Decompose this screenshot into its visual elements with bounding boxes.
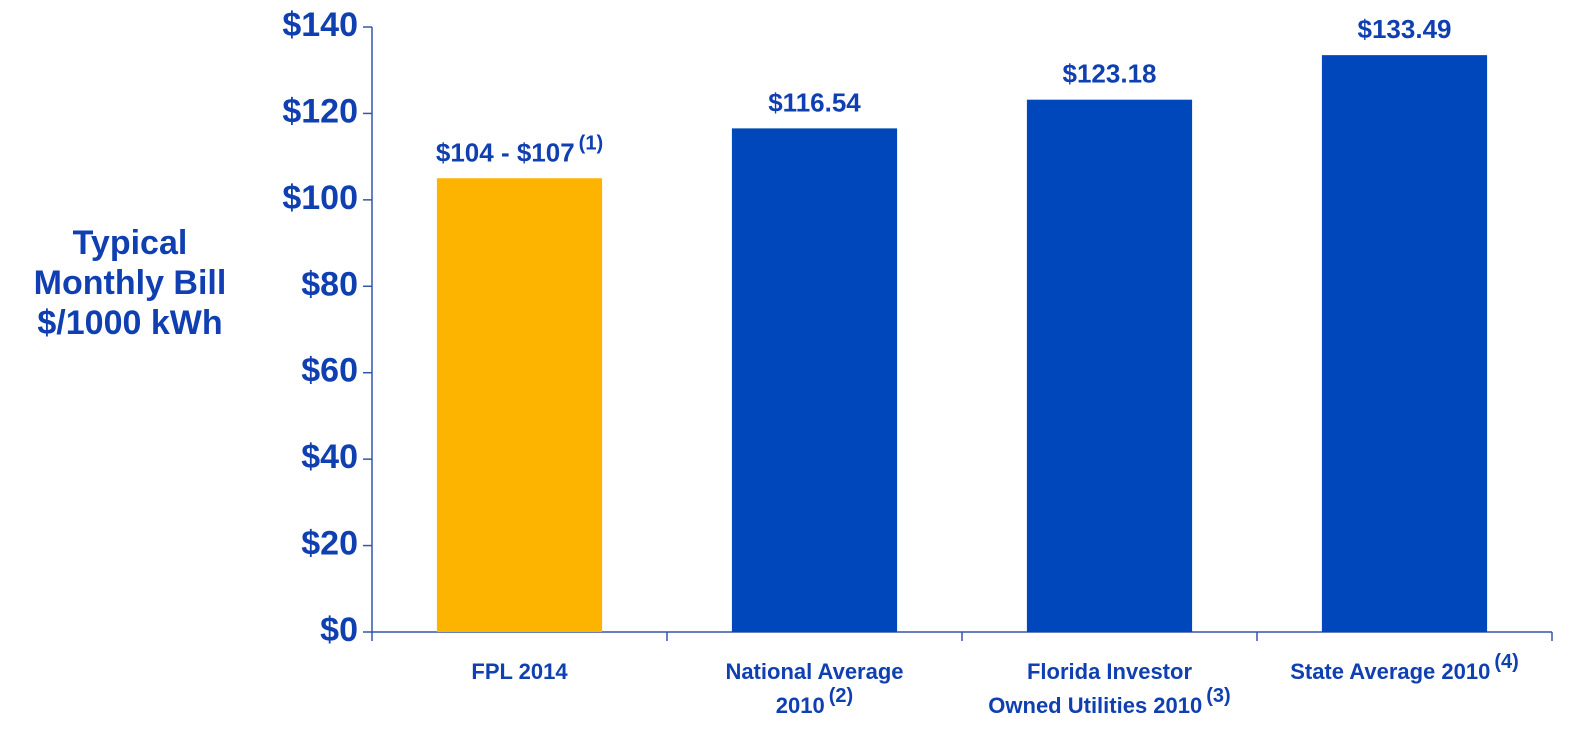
value-label-text: $116.54: [768, 87, 861, 117]
y-tick-label: $80: [301, 265, 358, 303]
x-tick-label: 2010 (2): [776, 685, 853, 718]
y-axis-label: $/1000 kWh: [37, 304, 222, 342]
value-label-text: $123.18: [1063, 59, 1157, 89]
x-tick-label-text: State Average 2010: [1290, 659, 1490, 684]
bar: [1321, 55, 1488, 632]
bar: [1026, 99, 1193, 633]
footnote-marker: (3): [1206, 685, 1230, 707]
x-tick-label-text: FPL 2014: [471, 659, 568, 684]
footnote-marker: (2): [829, 685, 853, 707]
value-label: $104 - $107 (1): [436, 133, 603, 168]
y-tick-label: $40: [301, 438, 358, 476]
value-label: $123.18: [1063, 59, 1157, 89]
value-label: $133.49: [1358, 14, 1452, 44]
x-tick-label: National Average: [725, 659, 903, 684]
y-axis-label: Monthly Bill: [34, 264, 227, 302]
y-tick-label: $140: [282, 6, 358, 44]
y-axis-label: Typical: [73, 224, 188, 262]
x-tick-label-text: Owned Utilities 2010: [988, 693, 1202, 718]
y-tick-label: $20: [301, 525, 358, 563]
x-tick-label-text: 2010: [776, 693, 825, 718]
bar: [436, 178, 603, 632]
x-tick-label-text: National Average: [725, 659, 903, 684]
value-label-text: $133.49: [1358, 14, 1452, 44]
bar: [731, 128, 898, 632]
footnote-marker: (1): [579, 133, 603, 155]
x-tick-label: Florida Investor: [1027, 659, 1192, 684]
x-tick-label: Owned Utilities 2010 (3): [988, 685, 1230, 718]
y-tick-label: $60: [301, 352, 358, 390]
y-tick-label: $100: [282, 179, 358, 217]
x-tick-label: FPL 2014: [471, 659, 568, 684]
footnote-marker: (4): [1494, 651, 1518, 673]
y-tick-label: $120: [282, 92, 358, 130]
value-label: $116.54: [768, 87, 861, 117]
x-tick-label-text: Florida Investor: [1027, 659, 1192, 684]
y-tick-label: $0: [320, 611, 358, 649]
x-tick-label: State Average 2010 (4): [1290, 651, 1519, 684]
value-label-text: $104 - $107: [436, 137, 575, 167]
